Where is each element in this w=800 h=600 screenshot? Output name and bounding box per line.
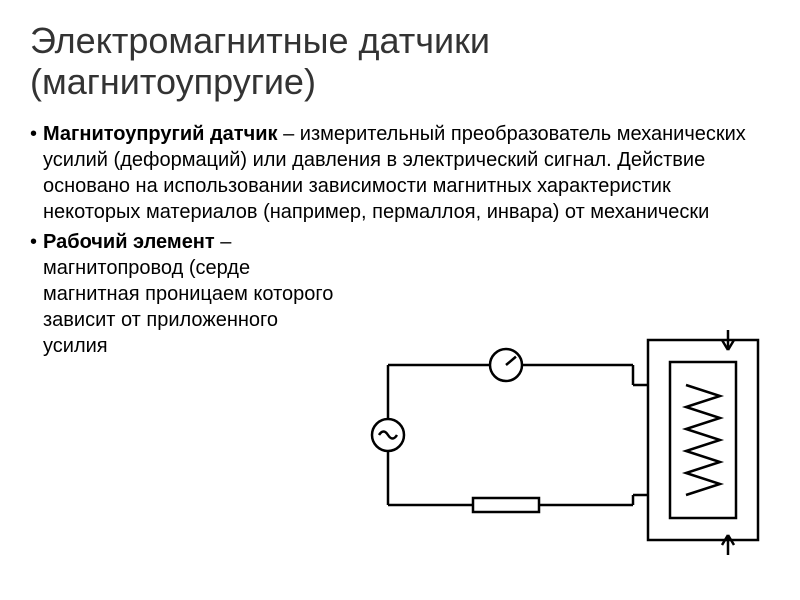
- para2-lead: Рабочий элемент: [43, 231, 215, 253]
- content-area: • Магнитоупругий датчик – измерительный …: [30, 121, 770, 359]
- circuit-diagram: [358, 330, 768, 555]
- bullet-1: • Магнитоупругий датчик – измерительный …: [30, 121, 770, 225]
- paragraph-1: Магнитоупругий датчик – измерительный пр…: [43, 121, 770, 225]
- bullet-marker: •: [30, 121, 37, 225]
- para1-lead: Магнитоупругий датчик: [43, 123, 278, 145]
- slide-title: Электромагнитные датчики (магнитоупругие…: [30, 20, 770, 103]
- paragraph-2: Рабочий элемент – магнитопровод (серде м…: [43, 229, 348, 359]
- bullet-marker: •: [30, 229, 37, 359]
